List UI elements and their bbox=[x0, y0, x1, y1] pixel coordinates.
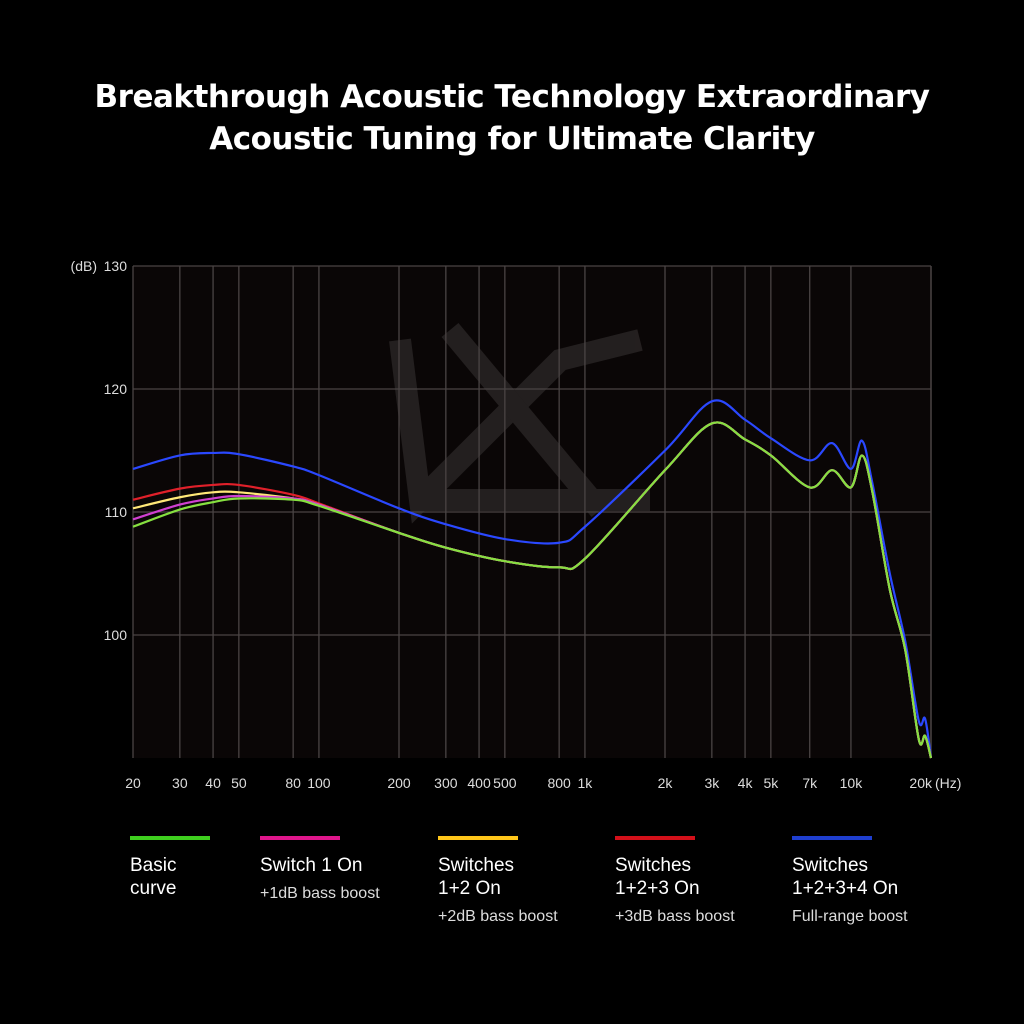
x-tick-label: 3k bbox=[704, 775, 720, 791]
legend-item: Switches 1+2 On +2dB bass boost bbox=[438, 836, 558, 926]
legend-swatch bbox=[792, 836, 872, 840]
x-tick-label: 200 bbox=[387, 775, 411, 791]
x-tick-label: 5k bbox=[763, 775, 779, 791]
legend-item: Basic curve bbox=[130, 836, 210, 900]
legend-swatch bbox=[260, 836, 340, 840]
series-line-basic-curve bbox=[132, 421, 933, 759]
x-tick-label: 400 bbox=[467, 775, 491, 791]
x-tick-label: 800 bbox=[547, 775, 571, 791]
legend-item: Switch 1 On +1dB bass boost bbox=[260, 836, 380, 903]
legend-sublabel: +2dB bass boost bbox=[438, 908, 558, 925]
x-axis-unit: (Hz) bbox=[935, 775, 961, 791]
legend-swatch bbox=[615, 836, 695, 840]
legend-label: Switches 1+2+3 On bbox=[615, 855, 700, 899]
legend-label: Switches 1+2+3+4 On bbox=[792, 855, 899, 899]
x-tick-label: 100 bbox=[307, 775, 331, 791]
x-tick-label: 2k bbox=[658, 775, 674, 791]
legend-label: Switches 1+2 On bbox=[438, 855, 515, 899]
chart-title: Breakthrough Acoustic Technology Extraor… bbox=[0, 76, 1024, 160]
y-tick-label: 120 bbox=[104, 381, 128, 397]
legend-sublabel: +3dB bass boost bbox=[615, 908, 735, 925]
legend-swatch bbox=[438, 836, 518, 840]
title-line-1: Breakthrough Acoustic Technology Extraor… bbox=[94, 79, 930, 115]
series-line-switches-1-2-3-4-on bbox=[132, 399, 933, 759]
legend-label: Switch 1 On bbox=[260, 855, 363, 876]
legend-sublabel: Full-range boost bbox=[792, 908, 908, 925]
x-tick-label: 7k bbox=[802, 775, 818, 791]
x-tick-label: 1k bbox=[578, 775, 594, 791]
watermark-logo bbox=[389, 322, 650, 524]
x-tick-label: 40 bbox=[205, 775, 221, 791]
y-tick-label: 130 bbox=[104, 258, 128, 274]
title-line-2: Acoustic Tuning for Ultimate Clarity bbox=[209, 121, 815, 157]
y-axis-unit: (dB) bbox=[71, 258, 97, 274]
legend-item: Switches 1+2+3 On +3dB bass boost bbox=[615, 836, 735, 926]
x-tick-label: 20k bbox=[909, 775, 933, 791]
y-tick-label: 110 bbox=[105, 504, 128, 520]
legend-sublabel: +1dB bass boost bbox=[260, 885, 380, 902]
x-tick-label: 20 bbox=[125, 775, 141, 791]
legend-swatch bbox=[130, 836, 210, 840]
x-tick-label: 30 bbox=[172, 775, 188, 791]
x-tick-label: 10k bbox=[840, 775, 864, 791]
x-tick-label: 300 bbox=[434, 775, 458, 791]
x-tick-label: 500 bbox=[493, 775, 517, 791]
y-tick-label: 100 bbox=[104, 627, 128, 643]
legend-label: Basic curve bbox=[130, 855, 177, 899]
legend-item: Switches 1+2+3+4 On Full-range boost bbox=[792, 836, 908, 926]
x-tick-label: 80 bbox=[285, 775, 301, 791]
legend: Basic curve Switch 1 On +1dB bass boost Swi… bbox=[0, 836, 1024, 956]
x-tick-label: 4k bbox=[738, 775, 754, 791]
x-tick-label: 50 bbox=[231, 775, 247, 791]
